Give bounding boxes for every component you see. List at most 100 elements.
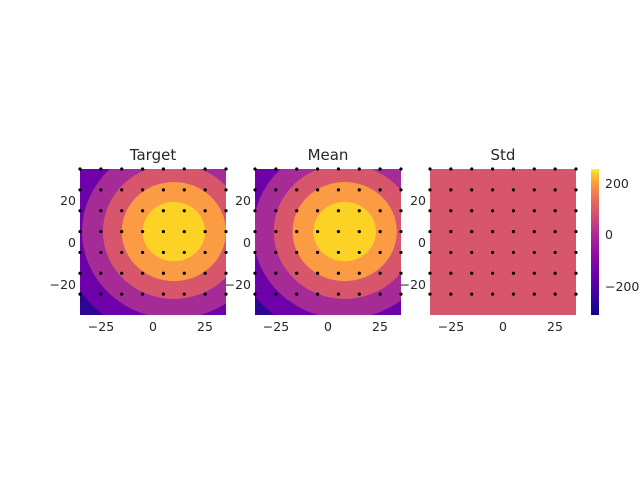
sample-point: [203, 292, 207, 296]
sample-point: [161, 271, 166, 275]
sample-point: [357, 271, 361, 275]
sample-point: [511, 188, 516, 192]
sample-point: [470, 167, 474, 171]
sample-point: [78, 167, 82, 171]
sample-point: [315, 229, 320, 234]
y-tick-label: −20: [225, 277, 251, 292]
sample-point: [378, 250, 382, 255]
sample-point: [357, 188, 361, 192]
sample-point: [295, 167, 299, 171]
sample-point: [357, 292, 361, 296]
sample-point: [78, 229, 82, 234]
sample-point: [203, 250, 207, 255]
sample-point: [161, 250, 166, 255]
sample-point: [274, 250, 278, 255]
sample-point: [274, 209, 278, 213]
sample-point: [140, 229, 145, 234]
sample-point: [182, 209, 186, 213]
sample-point: [470, 250, 474, 255]
sample-point: [428, 292, 432, 296]
sample-point: [336, 271, 341, 275]
sample-point: [120, 292, 124, 296]
sample-point: [140, 292, 145, 296]
x-tick-label: 0: [499, 319, 507, 334]
sample-point: [224, 250, 228, 255]
sample-point: [336, 292, 341, 296]
sample-point: [78, 209, 82, 213]
sample-point: [182, 292, 186, 296]
colorbar-tick-label: −200: [605, 279, 639, 294]
sample-point: [490, 229, 495, 234]
sample-point: [253, 250, 257, 255]
sample-point: [490, 188, 495, 192]
sample-point: [274, 167, 278, 171]
sample-point: [399, 292, 403, 296]
panel-std: Std −25 0 25 20 0 −20: [400, 146, 578, 334]
sample-point: [553, 292, 557, 296]
sample-point: [99, 209, 103, 213]
sample-point: [295, 229, 299, 234]
sample-point: [253, 209, 257, 213]
sample-point: [449, 271, 453, 275]
sample-point: [553, 250, 557, 255]
sample-point: [449, 209, 453, 213]
contour-fill: [142, 201, 206, 262]
sample-point: [336, 167, 341, 171]
sample-point: [140, 167, 145, 171]
sample-point: [470, 229, 474, 234]
sample-point: [203, 271, 207, 275]
sample-point: [470, 209, 474, 213]
sample-point: [182, 271, 186, 275]
sample-point: [224, 167, 228, 171]
sample-point: [78, 292, 82, 296]
colorbar: 200 0 −200: [591, 169, 639, 315]
y-tick-label: 0: [243, 235, 251, 250]
sample-point: [336, 229, 341, 234]
sample-point: [428, 167, 432, 171]
x-axis: −25 0 25: [438, 319, 563, 334]
y-tick-label: 20: [60, 193, 76, 208]
sample-point: [449, 229, 453, 234]
panel-title: Target: [129, 146, 177, 164]
sample-point: [120, 167, 124, 171]
sample-point: [315, 188, 320, 192]
sample-point: [253, 271, 257, 275]
sample-point: [532, 167, 536, 171]
sample-point: [99, 292, 103, 296]
sample-point: [574, 167, 578, 171]
panel-target: Target −25 0 25 20 0 −20: [50, 146, 228, 334]
sample-point: [428, 250, 432, 255]
sample-point: [357, 209, 361, 213]
x-axis: −25 0 25: [263, 319, 388, 334]
sample-point: [161, 292, 166, 296]
contour-fill: [430, 169, 576, 315]
x-tick-label: 25: [372, 319, 388, 334]
y-tick-label: −20: [50, 277, 76, 292]
sample-point: [399, 167, 403, 171]
y-tick-label: 20: [410, 193, 426, 208]
sample-point: [120, 229, 124, 234]
sample-point: [224, 271, 228, 275]
sample-point: [295, 292, 299, 296]
sample-point: [399, 188, 403, 192]
sample-point: [295, 188, 299, 192]
y-tick-label: 0: [68, 235, 76, 250]
sample-point: [574, 229, 578, 234]
sample-point: [120, 271, 124, 275]
sample-point: [161, 229, 166, 234]
panel-title: Mean: [308, 146, 349, 164]
sample-point: [428, 271, 432, 275]
sample-point: [511, 292, 516, 296]
sample-point: [78, 188, 82, 192]
sample-point: [99, 167, 103, 171]
sample-point: [378, 167, 382, 171]
y-axis: 20 0 −20: [225, 193, 251, 292]
sample-point: [532, 292, 536, 296]
x-tick-label: −25: [263, 319, 289, 334]
sample-point: [315, 271, 320, 275]
sample-point: [574, 292, 578, 296]
sample-point: [78, 271, 82, 275]
sample-point: [532, 209, 536, 213]
sample-point: [428, 229, 432, 234]
sample-point: [295, 271, 299, 275]
